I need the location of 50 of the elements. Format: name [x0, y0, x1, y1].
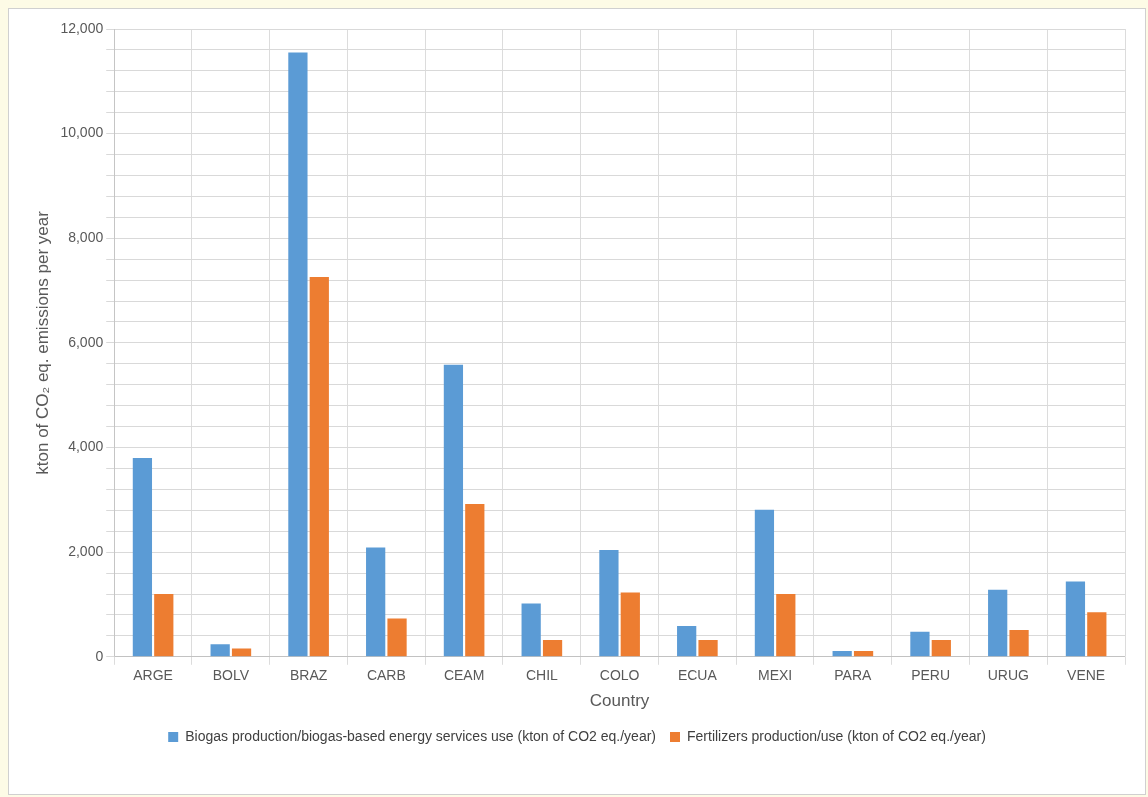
bar — [754, 509, 775, 657]
y-axis-title: kton of CO₂ eq. emissions per year — [32, 210, 52, 475]
bar — [931, 640, 951, 657]
y-tick-label: 6,000 — [68, 333, 104, 350]
x-tick-label: MEXI — [758, 667, 793, 684]
bar — [210, 644, 230, 657]
x-tick-label: URUG — [987, 667, 1029, 684]
bar — [1087, 612, 1107, 657]
bar — [910, 631, 930, 657]
bar — [288, 52, 308, 657]
x-tick-label: CARB — [366, 667, 406, 684]
bar — [542, 640, 563, 657]
bar — [309, 276, 329, 657]
bar — [698, 640, 718, 657]
legend-label: Biogas production/biogas-based energy services use (kton of CO2 eq./year) — [185, 727, 657, 744]
bar — [832, 651, 852, 657]
bar — [599, 550, 619, 657]
bar — [387, 618, 407, 657]
bar — [521, 603, 541, 657]
bar — [1009, 630, 1029, 657]
y-tick-label: 12,000 — [60, 19, 104, 36]
x-tick-label: COLO — [599, 667, 640, 684]
x-tick-label: VENE — [1067, 667, 1106, 684]
x-tick-label: ECUA — [677, 667, 718, 684]
x-axis-title: Country — [589, 691, 650, 711]
bar — [132, 458, 153, 657]
bar — [1065, 581, 1086, 657]
bar — [677, 625, 697, 657]
bar — [853, 651, 874, 657]
bar — [620, 592, 640, 657]
x-tick-label: CEAM — [443, 667, 485, 684]
y-tick-label: 8,000 — [68, 229, 104, 246]
x-tick-label: BRAZ — [289, 667, 328, 684]
bar — [988, 589, 1008, 657]
x-tick-label: PERU — [911, 667, 951, 684]
x-tick-label: PARA — [834, 667, 873, 684]
legend-label: Fertilizers production/use (kton of CO2 eq./year) — [687, 727, 986, 744]
y-tick-label: 2,000 — [68, 543, 104, 560]
bar — [776, 594, 796, 657]
bar — [231, 648, 252, 657]
bar — [465, 504, 485, 657]
y-tick-label: 10,000 — [60, 124, 104, 141]
x-tick-label: BOLV — [212, 667, 250, 684]
y-tick-label: 0 — [95, 647, 104, 664]
y-tick-label: 4,000 — [68, 438, 104, 455]
bar — [366, 547, 386, 657]
bar — [443, 364, 464, 657]
x-tick-label: CHIL — [525, 667, 559, 684]
x-tick-label: ARGE — [133, 667, 173, 684]
bar — [154, 594, 174, 657]
